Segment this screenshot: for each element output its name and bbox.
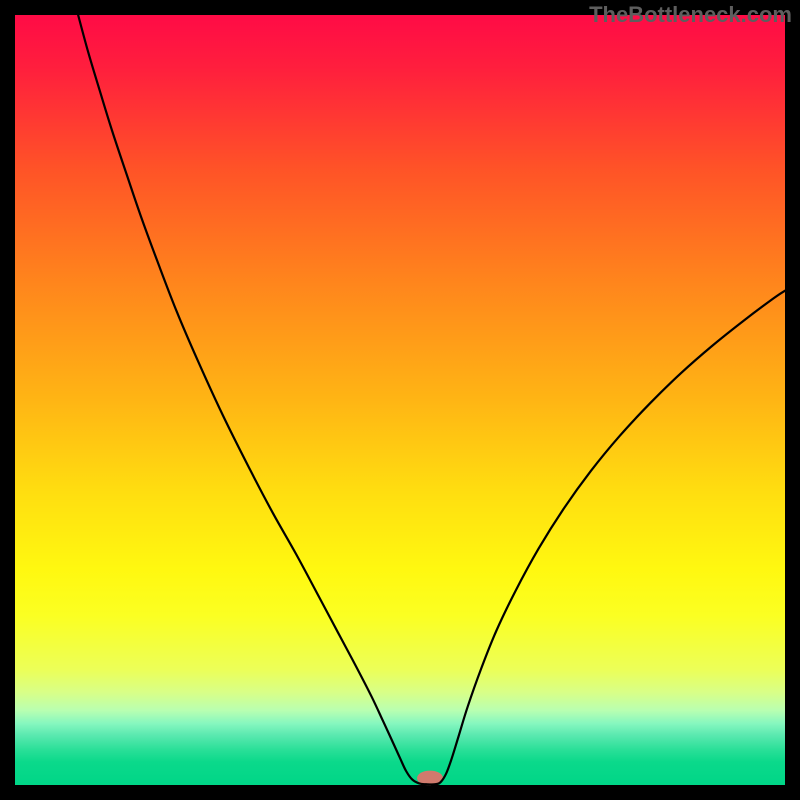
bottleneck-chart: TheBottleneck.com: [0, 0, 800, 800]
chart-svg: [0, 0, 800, 800]
